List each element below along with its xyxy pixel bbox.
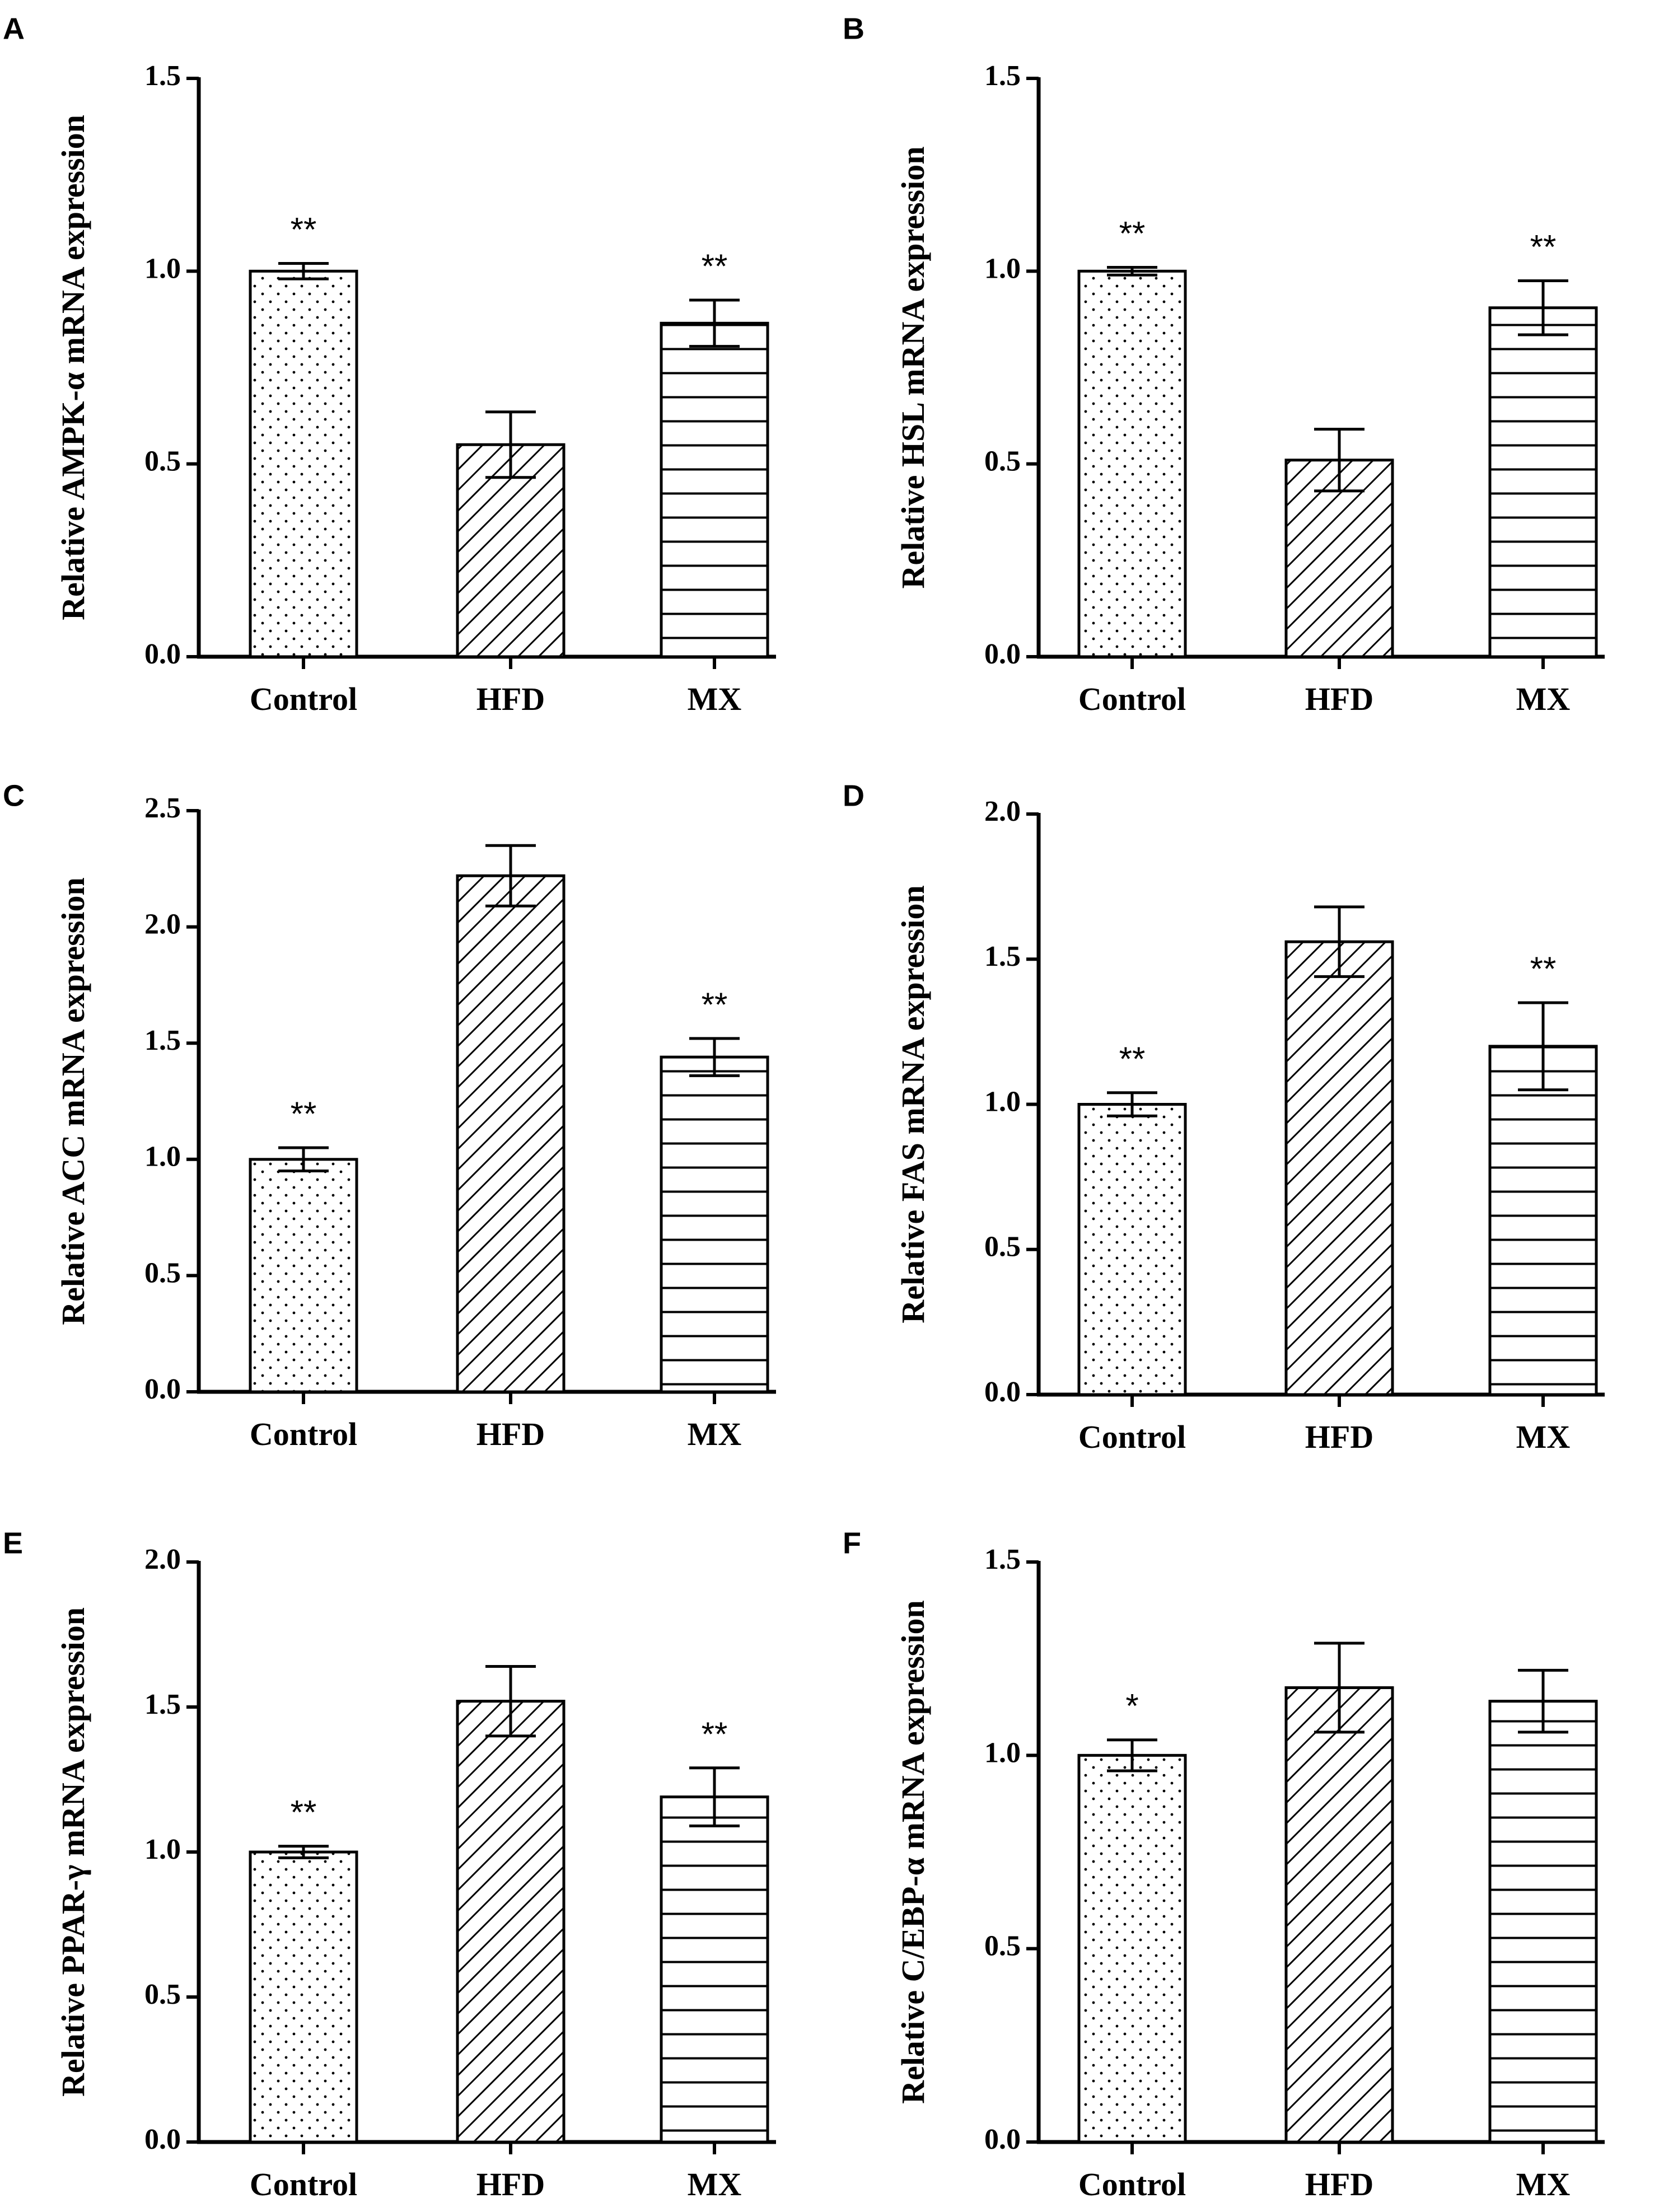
- y-axis-label: Relative PPAR-γ mRNA expression: [55, 1607, 91, 2097]
- y-tick-label: 1.5: [984, 941, 1021, 972]
- category-label: HFD: [476, 1416, 545, 1452]
- significance-mark: **: [291, 1794, 317, 1831]
- bar-hfd: [456, 443, 566, 658]
- y-tick-label: 1.0: [984, 252, 1021, 284]
- y-axis-label: Relative ACC mRNA expression: [55, 877, 91, 1325]
- significance-mark: **: [1119, 1040, 1146, 1078]
- bar-hfd: [1284, 1686, 1394, 2144]
- bar-mx: [660, 321, 769, 658]
- category-label: MX: [1516, 681, 1571, 717]
- y-tick-label: 1.5: [144, 1025, 181, 1056]
- bar-hfd: [1284, 940, 1394, 1396]
- bar-hfd: [456, 1700, 566, 2144]
- category-label: HFD: [476, 681, 545, 717]
- category-label: MX: [688, 1416, 742, 1452]
- category-label: Control: [250, 1416, 357, 1452]
- category-label: Control: [250, 2166, 357, 2202]
- y-tick-label: 0.0: [144, 2124, 181, 2155]
- category-label: HFD: [1305, 681, 1373, 717]
- y-tick-label: 2.0: [144, 1544, 181, 1575]
- bar-mx: [1488, 1045, 1598, 1396]
- y-axis-label: Relative FAS mRNA expression: [895, 885, 931, 1323]
- y-tick-label: 0.0: [144, 1373, 181, 1405]
- category-label: Control: [1078, 681, 1186, 717]
- bar-control: [1077, 1753, 1187, 2144]
- chart-panel-c: C Relative ACC mRNA expression 0.0 0.5 1.0 1.…: [3, 779, 776, 1452]
- significance-mark: **: [291, 211, 317, 249]
- y-tick-label: 0.0: [144, 638, 181, 670]
- panels-layer: A Relative AMPK-α mRNA expression 0.0 0.5 1.…: [3, 12, 1605, 2202]
- y-tick-label: 0.5: [144, 446, 181, 478]
- y-tick-label: 2.5: [144, 792, 181, 824]
- category-label: MX: [1516, 2166, 1571, 2202]
- y-axis-label: Relative HSL mRNA expression: [895, 147, 931, 589]
- bar-mx: [1488, 1700, 1598, 2144]
- category-label: Control: [250, 681, 357, 717]
- category-label: Control: [1078, 2166, 1186, 2202]
- y-tick-label: 0.5: [144, 1257, 181, 1289]
- panel-letter: F: [843, 1526, 861, 1560]
- bar-mx: [660, 1795, 769, 2144]
- bar-mx: [1488, 306, 1598, 658]
- chart-panel-e: E Relative PPAR-γ mRNA expression 0.0 0.5 1.…: [3, 1526, 776, 2202]
- bar-control: [249, 1850, 358, 2144]
- panel-letter: B: [843, 12, 864, 45]
- significance-mark: *: [1125, 1687, 1138, 1725]
- y-tick-label: 1.0: [984, 1737, 1021, 1769]
- panel-letter: D: [843, 779, 864, 812]
- bar-hfd: [1284, 459, 1394, 658]
- category-label: Control: [1078, 1419, 1186, 1455]
- category-label: MX: [688, 681, 742, 717]
- bar-control: [1077, 1103, 1187, 1396]
- bar-control: [249, 1158, 358, 1393]
- y-tick-label: 2.0: [984, 796, 1021, 827]
- category-label: MX: [688, 2166, 742, 2202]
- y-tick-label: 0.5: [144, 1979, 181, 2010]
- category-label: MX: [1516, 1419, 1571, 1455]
- chart-panel-b: B Relative HSL mRNA expression 0.0 0.5 1.0 1.…: [843, 12, 1605, 717]
- y-tick-label: 0.5: [984, 446, 1021, 478]
- y-tick-label: 0.5: [984, 1930, 1021, 1962]
- y-tick-label: 0.0: [984, 638, 1021, 670]
- y-tick-label: 1.5: [144, 1689, 181, 1720]
- significance-mark: **: [1530, 950, 1557, 988]
- significance-mark: **: [702, 1715, 728, 1753]
- significance-mark: **: [702, 247, 728, 285]
- panel-letter: C: [3, 779, 25, 812]
- y-tick-label: 1.0: [984, 1086, 1021, 1117]
- chart-panel-f: F Relative C/EBP-α mRNA expression 0.0 0.5 1…: [843, 1526, 1605, 2202]
- y-tick-label: 1.0: [144, 1834, 181, 1865]
- significance-mark: **: [1119, 214, 1146, 252]
- significance-mark: **: [1530, 228, 1557, 266]
- y-tick-label: 1.5: [144, 60, 181, 92]
- category-label: HFD: [1305, 2166, 1373, 2202]
- y-tick-label: 1.0: [144, 1141, 181, 1173]
- significance-mark: **: [291, 1095, 317, 1133]
- y-tick-label: 0.0: [984, 1376, 1021, 1408]
- y-axis-label: Relative C/EBP-α mRNA expression: [895, 1600, 931, 2104]
- significance-mark: **: [702, 986, 728, 1023]
- bar-mx: [660, 1055, 769, 1393]
- y-tick-label: 1.0: [144, 252, 181, 284]
- category-label: HFD: [1305, 1419, 1373, 1455]
- y-tick-label: 0.0: [984, 2124, 1021, 2155]
- y-tick-label: 1.5: [984, 1544, 1021, 1575]
- y-tick-label: 2.0: [144, 909, 181, 941]
- chart-panel-a: A Relative AMPK-α mRNA expression 0.0 0.5 1.…: [3, 12, 776, 717]
- y-axis-label: Relative AMPK-α mRNA expression: [55, 115, 91, 620]
- panel-letter: A: [3, 12, 25, 45]
- panel-letter: E: [3, 1526, 23, 1560]
- category-label: HFD: [476, 2166, 545, 2202]
- bar-hfd: [456, 874, 566, 1393]
- bar-control: [1077, 269, 1187, 658]
- y-tick-label: 1.5: [984, 60, 1021, 92]
- chart-panel-d: D Relative FAS mRNA expression 0.0 0.5 1.0 1.…: [843, 779, 1605, 1455]
- bar-control: [249, 269, 358, 658]
- y-tick-label: 0.5: [984, 1231, 1021, 1263]
